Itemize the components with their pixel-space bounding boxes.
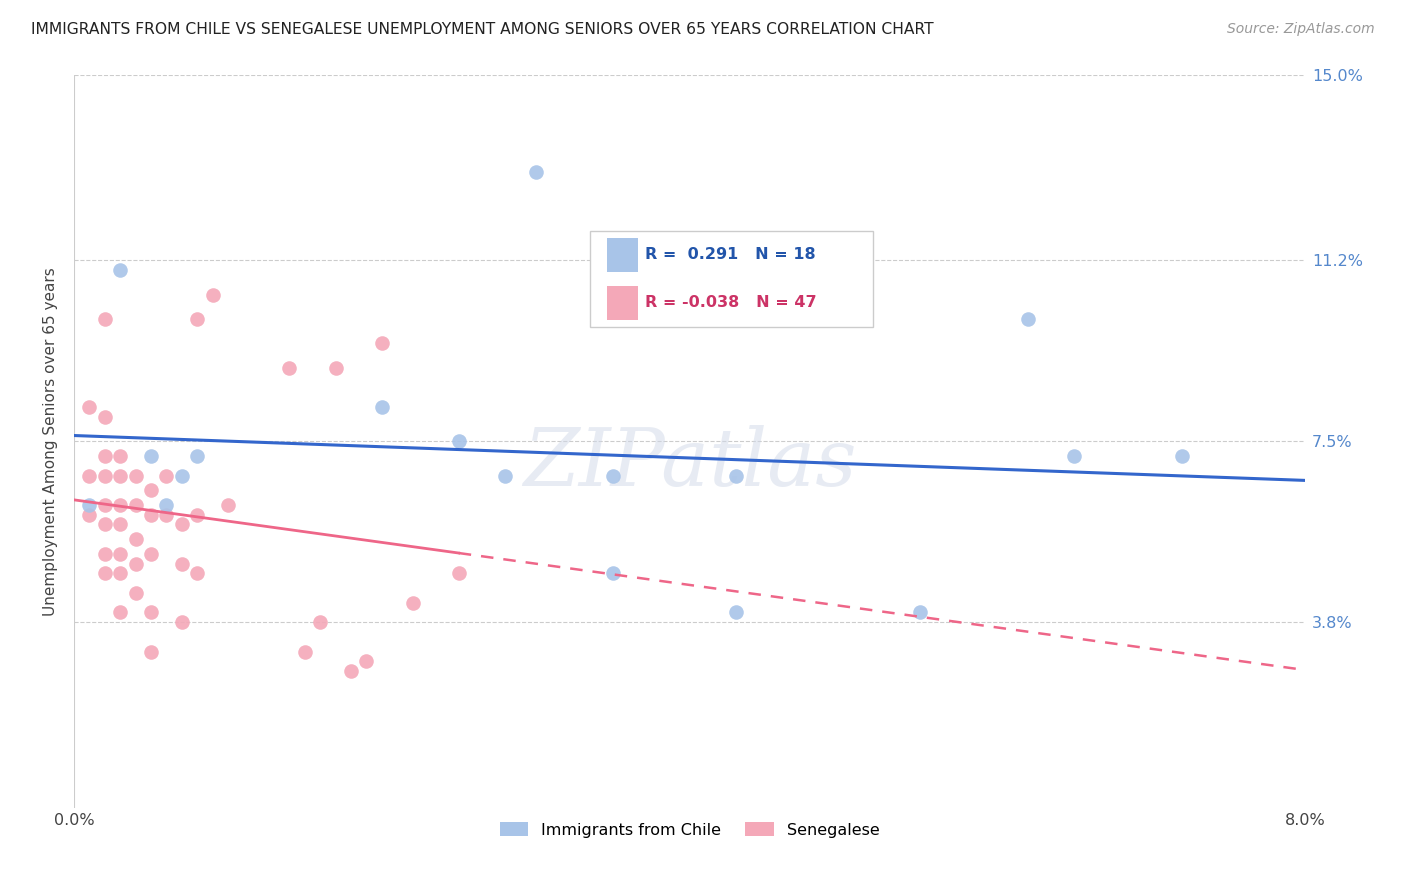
Legend: Immigrants from Chile, Senegalese: Immigrants from Chile, Senegalese [494,815,886,844]
Point [124,498,146,512]
Point [1171,449,1194,463]
Point [170,468,193,483]
Point [910,606,932,620]
Point [110,547,132,561]
Point [325,361,347,376]
Point [139,483,162,498]
Point [139,547,162,561]
Text: ZIPatlas: ZIPatlas [523,425,856,502]
Point [447,566,470,581]
Point [278,361,301,376]
Point [94,517,117,532]
Point [170,615,193,630]
Point [724,468,747,483]
Point [94,566,117,581]
Point [186,566,208,581]
Point [724,606,747,620]
Y-axis label: Unemployment Among Seniors over 65 years: Unemployment Among Seniors over 65 years [44,267,58,615]
Point [371,336,394,351]
Point [139,508,162,522]
Point [79,468,101,483]
Point [602,468,624,483]
Point [79,498,101,512]
Text: R = -0.038   N = 47: R = -0.038 N = 47 [645,295,817,310]
Point [110,606,132,620]
Point [124,468,146,483]
Point [124,586,146,600]
Point [294,644,316,658]
Point [371,400,394,414]
Point [110,449,132,463]
Point [170,517,193,532]
Point [447,434,470,449]
Point [94,449,117,463]
Point [309,615,332,630]
Point [356,654,378,668]
Point [1063,449,1085,463]
Text: IMMIGRANTS FROM CHILE VS SENEGALESE UNEMPLOYMENT AMONG SENIORS OVER 65 YEARS COR: IMMIGRANTS FROM CHILE VS SENEGALESE UNEM… [31,22,934,37]
Point [217,498,239,512]
Point [186,312,208,326]
Point [602,566,624,581]
Point [94,468,117,483]
Point [155,498,177,512]
Point [94,409,117,424]
Point [201,287,224,301]
Point [340,664,363,678]
Point [155,508,177,522]
Point [124,557,146,571]
Text: Source: ZipAtlas.com: Source: ZipAtlas.com [1227,22,1375,37]
Point [524,165,547,179]
Point [139,606,162,620]
Point [94,312,117,326]
Point [1017,312,1039,326]
Point [494,468,516,483]
Text: R =  0.291   N = 18: R = 0.291 N = 18 [645,247,815,262]
Point [94,547,117,561]
Point [186,508,208,522]
Point [110,566,132,581]
Point [186,449,208,463]
Point [170,557,193,571]
Point [124,532,146,546]
Point [110,468,132,483]
Point [139,449,162,463]
Point [79,508,101,522]
Point [110,517,132,532]
Point [155,468,177,483]
Point [401,596,423,610]
Point [94,498,117,512]
Point [79,400,101,414]
Point [110,498,132,512]
Point [110,263,132,277]
Point [139,644,162,658]
